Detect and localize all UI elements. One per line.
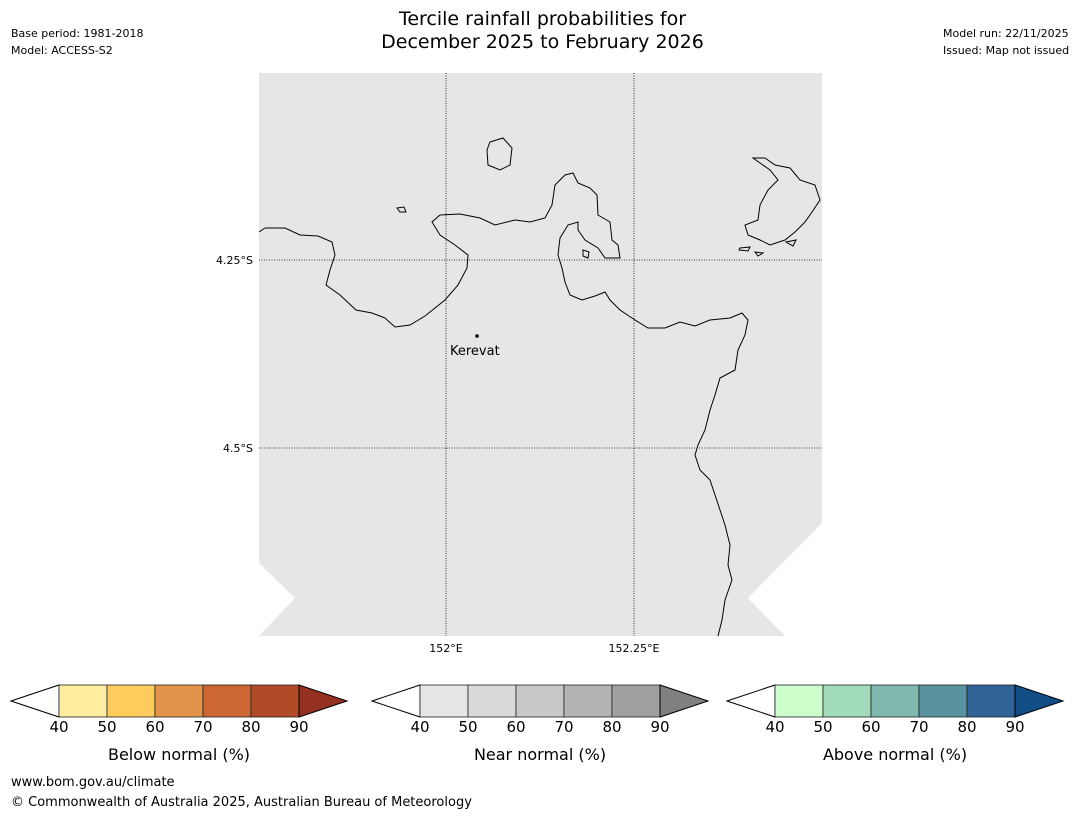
lat-label: 4.25°S [216, 254, 253, 267]
color-swatch [870, 684, 920, 718]
colorbar-tick-label: 50 [97, 718, 117, 736]
colorbar-below-normal: 40 50 60 70 80 90 Below normal (%) [10, 683, 355, 773]
meta-right: Model run: 22/11/2025 Issued: Map not is… [943, 25, 1069, 59]
color-swatch [611, 684, 661, 718]
over-arrow [298, 684, 349, 718]
lon-label: 152°E [429, 642, 462, 655]
colorbar-tick-label: 40 [410, 718, 430, 736]
lon-label: 152.25°E [609, 642, 660, 655]
footer-url[interactable]: www.bom.gov.au/climate [11, 775, 175, 790]
colorbar-swatches [726, 684, 1065, 718]
colorbar-tick-label: 70 [193, 718, 213, 736]
colorbar-tick-label: 70 [909, 718, 929, 736]
color-swatch [154, 684, 204, 718]
under-arrow [10, 684, 60, 718]
colorbar-tick-label: 50 [813, 718, 833, 736]
colorbar-tick-label: 50 [458, 718, 478, 736]
color-swatch [774, 684, 824, 718]
lat-label: 4.5°S [223, 442, 253, 455]
color-swatch [563, 684, 613, 718]
colorbar-swatches [10, 684, 349, 718]
title-line-2: December 2025 to February 2026 [381, 31, 704, 53]
issued-status: Issued: Map not issued [943, 44, 1070, 57]
color-swatch [58, 684, 108, 718]
color-swatch [918, 684, 968, 718]
colorbar-tick-label: 90 [1005, 718, 1025, 736]
title-line-1: Tercile rainfall probabilities for [398, 8, 687, 30]
colorbar-tick-label: 60 [861, 718, 881, 736]
colorbar-label: Near normal (%) [473, 745, 607, 764]
base-period: Base period: 1981-2018 [11, 27, 144, 40]
colorbar-tick-label: 80 [957, 718, 977, 736]
colorbar-swatches [371, 684, 710, 718]
map-canvas: Kerevat 4.25°S 4.5°S 152°E 152.25°E [216, 73, 822, 655]
colorbar-tick-label: 70 [554, 718, 574, 736]
colorbar-above-normal: 40 50 60 70 80 90 Above normal (%) [726, 683, 1071, 773]
axis-labels: 4.25°S 4.5°S 152°E 152.25°E [216, 254, 659, 655]
color-swatch [822, 684, 872, 718]
place-label-kerevat: Kerevat [450, 344, 500, 359]
color-swatch [250, 684, 300, 718]
over-arrow [1014, 684, 1065, 718]
color-swatch [106, 684, 156, 718]
color-swatch [515, 684, 565, 718]
meta-left: Base period: 1981-2018 Model: ACCESS-S2 [11, 25, 143, 59]
color-swatch [202, 684, 252, 718]
kerevat-marker [475, 334, 479, 338]
colorbar-near-normal: 40 50 60 70 80 90 Near normal (%) [371, 683, 716, 773]
colorbar-label: Above normal (%) [822, 745, 968, 764]
colorbar-tick-label: 80 [602, 718, 622, 736]
footer-copyright: © Commonwealth of Australia 2025, Austra… [11, 795, 472, 810]
under-arrow [371, 684, 421, 718]
colorbar-tick-label: 40 [765, 718, 785, 736]
map-title: Tercile rainfall probabilities for Decem… [0, 8, 1085, 54]
land-area [259, 73, 822, 636]
over-arrow [659, 684, 710, 718]
model-name: Model: ACCESS-S2 [11, 44, 113, 57]
colorbar-tick-label: 40 [49, 718, 69, 736]
color-swatch [467, 684, 517, 718]
coastline [258, 137, 821, 637]
color-swatch [966, 684, 1016, 718]
colorbar-tick-label: 60 [506, 718, 526, 736]
colorbar-tick-label: 90 [650, 718, 670, 736]
model-run: Model run: 22/11/2025 [943, 27, 1069, 40]
color-swatch [419, 684, 469, 718]
colorbar-tick-label: 80 [241, 718, 261, 736]
colorbar-label: Below normal (%) [107, 745, 251, 764]
colorbar-tick-label: 90 [289, 718, 309, 736]
colorbar-tick-label: 60 [145, 718, 165, 736]
under-arrow [726, 684, 776, 718]
